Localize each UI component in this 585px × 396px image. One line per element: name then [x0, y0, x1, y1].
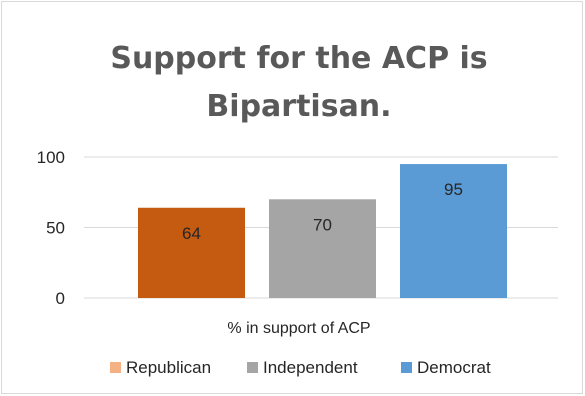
data-label-democrat: 95 [444, 180, 463, 199]
y-tick-label: 100 [37, 148, 65, 167]
data-label-independent: 70 [313, 215, 332, 234]
bars [138, 164, 507, 298]
legend-swatch-republican [110, 362, 121, 373]
legend-swatch-independent [247, 362, 258, 373]
data-label-republican: 64 [182, 224, 201, 243]
chart-title: Support for the ACP is Bipartisan. [110, 41, 487, 124]
bar-independent [269, 199, 376, 298]
bar-republican [138, 207, 245, 298]
chart-title-line-1: Support for the ACP is [110, 41, 487, 76]
data-labels: 64 70 95 [182, 180, 463, 243]
bar-democrat [400, 164, 507, 298]
y-axis-tick-labels: 0 50 100 [37, 148, 65, 308]
y-tick-label: 50 [46, 219, 65, 238]
chart-title-line-2: Bipartisan. [206, 89, 391, 124]
legend: Republican Independent Democrat [110, 358, 491, 377]
x-axis-label: % in support of ACP [227, 320, 370, 337]
y-tick-label: 0 [56, 289, 65, 308]
legend-label-democrat: Democrat [417, 358, 491, 377]
legend-label-independent: Independent [263, 358, 358, 377]
legend-swatch-democrat [401, 362, 412, 373]
legend-label-republican: Republican [126, 358, 211, 377]
